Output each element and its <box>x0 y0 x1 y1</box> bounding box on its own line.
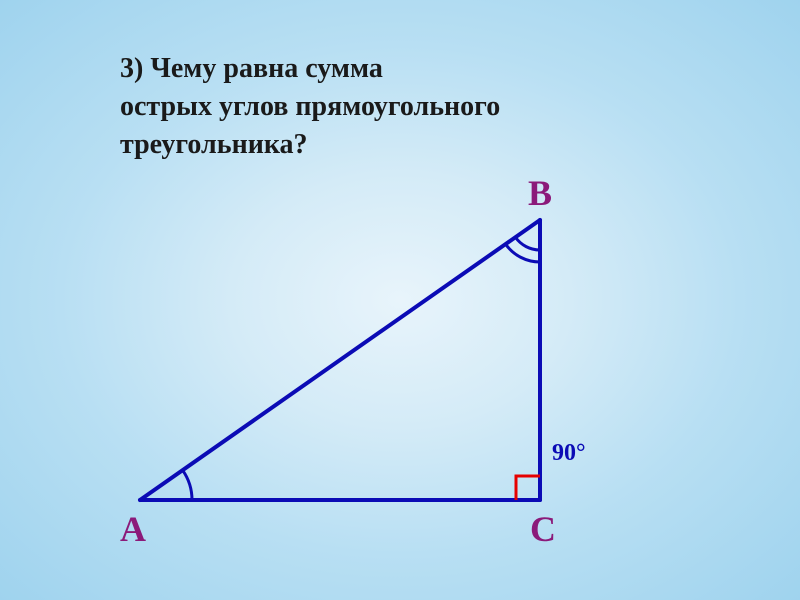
angle-arc-b-2 <box>506 244 540 262</box>
right-angle-marker <box>516 476 540 500</box>
question-line-2: острых углов прямоугольного <box>120 88 500 126</box>
angle-arc-b-1 <box>515 237 540 250</box>
question-line-1: 3) Чему равна сумма <box>120 50 500 88</box>
angle-arc-a <box>183 470 192 500</box>
question-text: 3) Чему равна сумма острых углов прямоуг… <box>120 50 500 163</box>
triangle-svg <box>110 180 670 560</box>
question-line-3: треугольника? <box>120 126 500 164</box>
edge-ab <box>140 220 540 500</box>
vertex-label-b: В <box>528 172 552 214</box>
triangle-diagram: А В С 90° <box>110 180 670 560</box>
vertex-label-c: С <box>530 508 556 550</box>
right-angle-label: 90° <box>552 440 586 467</box>
vertex-label-a: А <box>120 508 146 550</box>
